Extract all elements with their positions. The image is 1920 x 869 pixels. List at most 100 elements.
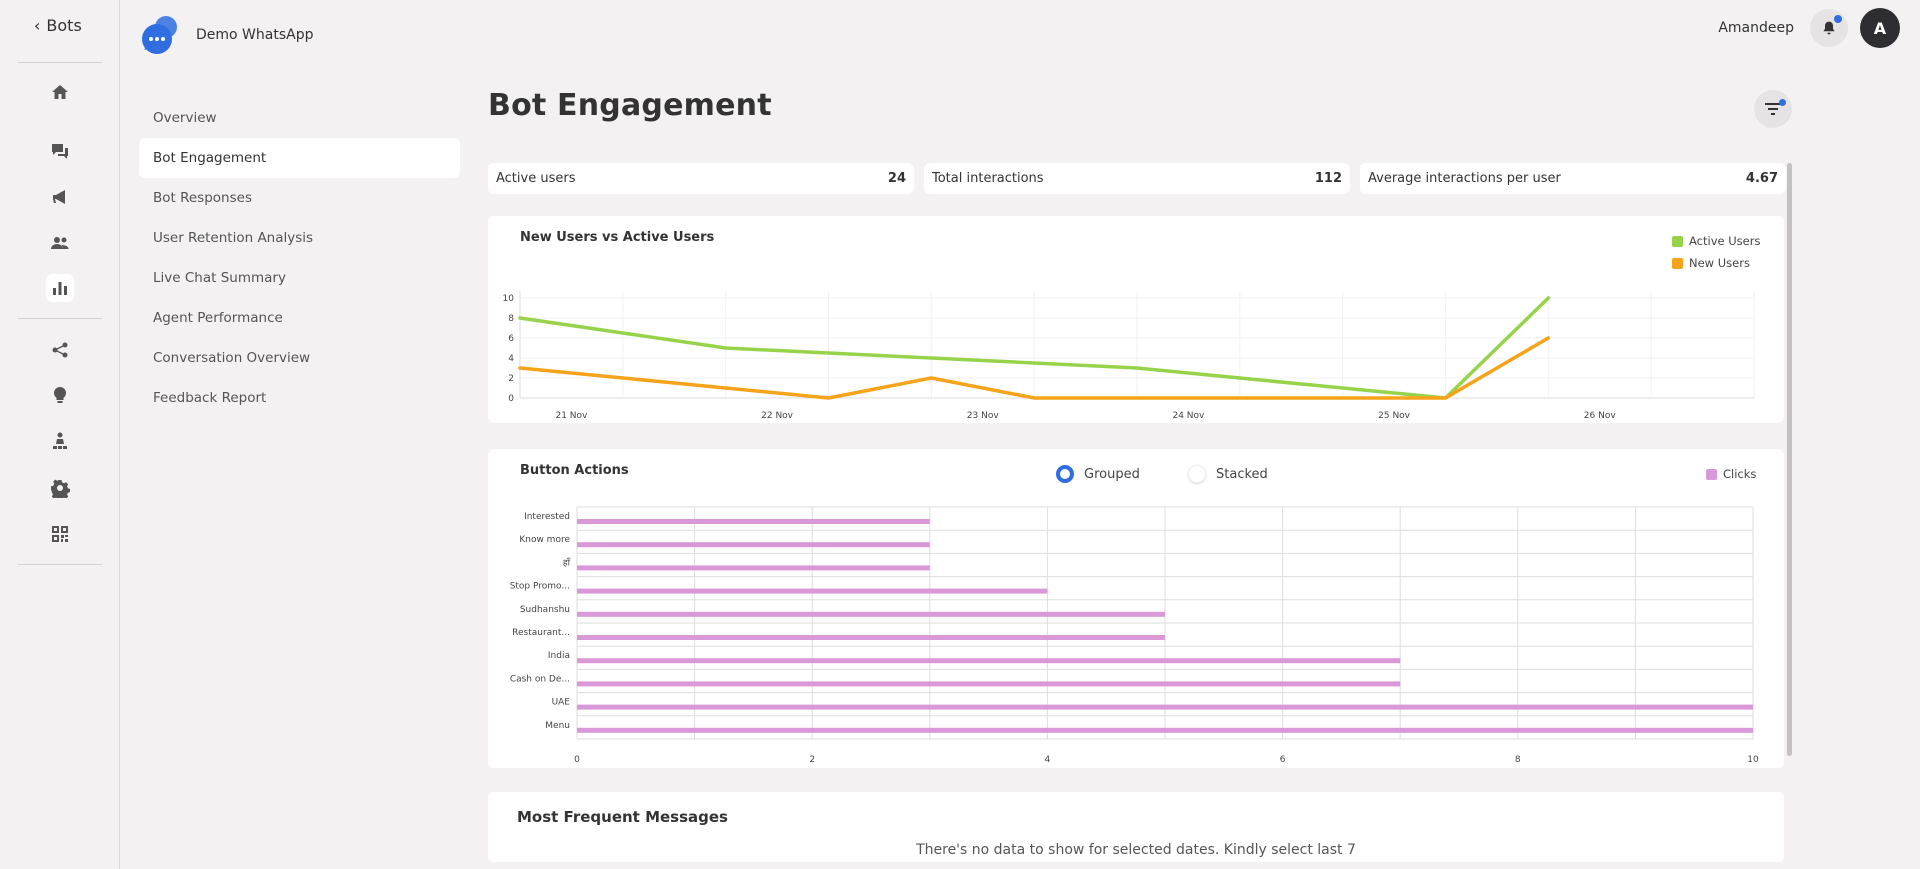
chat-icon[interactable] [46, 137, 74, 165]
category-label: हाँ [563, 556, 571, 568]
user-name: Amandeep [1718, 20, 1794, 36]
x-tick-label: 24 Nov [1172, 411, 1205, 421]
x-tick-label: 0 [574, 755, 580, 765]
page-title: Bot Engagement [488, 88, 772, 123]
x-tick-label: 8 [1515, 755, 1521, 765]
analytics-icon[interactable] [46, 274, 74, 302]
new-vs-active-users-card: New Users vs Active Users Active Users N… [488, 216, 1784, 423]
subnav-item-user-retention[interactable]: User Retention Analysis [153, 230, 314, 246]
category-label: UAE [552, 698, 571, 708]
y-tick-label: 2 [508, 374, 514, 384]
y-tick-label: 0 [508, 394, 514, 404]
bar [577, 727, 1753, 733]
category-label: Restaurant... [512, 628, 570, 638]
bot-name: Demo WhatsApp [196, 27, 314, 43]
filter-icon [1765, 103, 1781, 115]
avatar[interactable]: A [1860, 8, 1900, 48]
empty-state-text: There's no data to show for selected dat… [916, 842, 1356, 858]
users-icon[interactable] [46, 229, 74, 257]
x-tick-label: 2 [809, 755, 815, 765]
category-label: India [548, 651, 570, 661]
megaphone-icon[interactable] [46, 183, 74, 211]
subnav-item-conversation-overview[interactable]: Conversation Overview [153, 350, 311, 366]
legend-item-new-users[interactable]: New Users [1672, 256, 1750, 270]
series-line-new-users [518, 336, 1551, 400]
filter-button[interactable] [1754, 90, 1792, 128]
radio-grouped[interactable]: Grouped [1056, 465, 1140, 483]
bulb-icon[interactable] [46, 381, 74, 409]
legend-item-active-users[interactable]: Active Users [1672, 234, 1760, 248]
stat-active-users: Active users 24 [488, 163, 914, 194]
x-tick-label: 4 [1045, 755, 1051, 765]
radio-selected-icon [1056, 465, 1074, 483]
whatsapp-bot-logo [140, 14, 182, 56]
chevron-left-icon: ‹ [34, 16, 41, 35]
notification-dot [1834, 15, 1842, 23]
subnav-item-feedback-report[interactable]: Feedback Report [153, 390, 267, 406]
section-title: Most Frequent Messages [517, 808, 728, 826]
legend-label: New Users [1689, 256, 1750, 270]
chart-title: New Users vs Active Users [520, 230, 715, 245]
back-label: Bots [46, 16, 82, 35]
category-label: Menu [545, 721, 570, 731]
subnav-item-bot-engagement[interactable]: Bot Engagement [139, 138, 460, 178]
legend-label: Active Users [1689, 234, 1761, 248]
legend-swatch [1706, 468, 1717, 480]
y-tick-label: 8 [508, 314, 514, 324]
bar [577, 681, 1401, 687]
bot-brand[interactable]: Demo WhatsApp [140, 14, 313, 56]
subnav-item-overview[interactable]: Overview [153, 110, 217, 126]
stat-total-interactions: Total interactions 112 [924, 163, 1350, 194]
subnav-item-agent-performance[interactable]: Agent Performance [153, 310, 283, 326]
content-scrollbar[interactable] [1787, 163, 1792, 756]
most-frequent-messages-card: Most Frequent Messages There's no data t… [488, 792, 1784, 862]
x-tick-label: 21 Nov [555, 411, 588, 421]
back-to-bots-link[interactable]: ‹ Bots [34, 16, 82, 35]
analytics-subnav: Overview Bot Engagement Bot Responses Us… [139, 98, 460, 418]
stat-avg-interactions: Average interactions per user 4.67 [1360, 163, 1786, 194]
y-tick-label: 6 [508, 334, 514, 344]
org-icon[interactable] [46, 427, 74, 455]
line-chart: 0 2 4 6 8 10 21 Nov 22 Nov 23 Nov 24 Nov 25 Nov 26 … [503, 292, 1755, 421]
chart-title: Button Actions [520, 463, 629, 478]
y-tick-label: 4 [508, 354, 514, 364]
bar-chart: 0 2 4 6 8 10 Interested Know more हाँ Stop Promo.… [510, 506, 1759, 765]
qr-icon[interactable] [46, 520, 74, 548]
bar [577, 635, 1165, 640]
home-icon[interactable] [46, 78, 74, 106]
bar [577, 565, 930, 571]
bar [577, 588, 1048, 594]
notifications-button[interactable] [1810, 9, 1848, 47]
filter-active-dot [1779, 99, 1786, 106]
stat-label: Total interactions [932, 171, 1044, 186]
radio-stacked[interactable]: Stacked [1188, 465, 1268, 483]
legend-swatch [1672, 257, 1683, 269]
bar [577, 611, 1165, 617]
subnav-item-live-chat-summary[interactable]: Live Chat Summary [153, 270, 286, 286]
bar [577, 658, 1401, 664]
radio-label: Stacked [1216, 466, 1268, 482]
bell-icon [1823, 21, 1835, 35]
stat-value: 24 [887, 171, 906, 186]
divider [18, 318, 102, 319]
radio-label: Grouped [1084, 466, 1140, 482]
bar [577, 519, 930, 524]
x-tick-label: 23 Nov [967, 411, 1000, 421]
x-tick-label: 22 Nov [761, 411, 794, 421]
category-label: Stop Promo... [510, 582, 570, 592]
category-label: Cash on De... [510, 674, 570, 684]
subnav-item-bot-responses[interactable]: Bot Responses [153, 190, 252, 206]
radio-unselected-icon [1188, 465, 1206, 483]
stat-value: 4.67 [1745, 171, 1778, 186]
x-tick-label: 26 Nov [1584, 411, 1617, 421]
legend-swatch [1672, 235, 1683, 247]
divider [18, 564, 102, 565]
x-tick-label: 25 Nov [1378, 411, 1411, 421]
y-tick-label: 10 [503, 294, 515, 304]
legend-item-clicks[interactable]: Clicks [1706, 467, 1756, 481]
flow-icon[interactable] [46, 336, 74, 364]
stat-value: 112 [1314, 171, 1342, 186]
x-tick-label: 10 [1747, 755, 1759, 765]
gear-icon[interactable] [46, 474, 74, 502]
category-label: Interested [524, 512, 570, 522]
